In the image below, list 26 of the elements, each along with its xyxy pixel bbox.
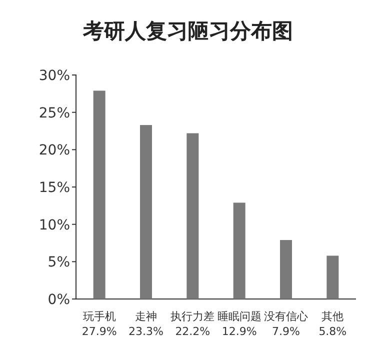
x-tick-label: 睡眠问题 — [217, 310, 262, 323]
bar — [280, 240, 292, 299]
data-label: 7.9% — [272, 325, 300, 338]
bar — [186, 133, 199, 299]
data-label: 27.9% — [82, 325, 117, 338]
x-tick-label: 玩手机 — [82, 310, 116, 323]
bar — [140, 125, 152, 299]
y-tick-label: 15% — [38, 180, 70, 196]
data-label: 5.8% — [318, 325, 347, 338]
x-tick-label: 走神 — [135, 310, 157, 323]
bar — [233, 202, 246, 299]
y-tick-label: 0% — [48, 292, 70, 308]
data-label: 12.9% — [222, 325, 257, 338]
bar — [93, 90, 106, 299]
chart-title: 考研人复习陋习分布图 — [82, 19, 293, 43]
y-tick-label: 25% — [38, 105, 70, 122]
x-tick-label: 执行力差 — [170, 310, 215, 323]
y-tick-label: 30% — [38, 68, 70, 84]
y-tick-label: 10% — [38, 217, 70, 234]
y-tick-label: 20% — [38, 142, 70, 159]
x-tick-label: 其他 — [322, 310, 344, 323]
y-tick-label: 5% — [48, 254, 70, 271]
data-label: 22.2% — [175, 325, 210, 338]
data-label: 23.3% — [128, 325, 164, 338]
x-tick-label: 没有信心 — [264, 310, 308, 323]
bar — [326, 256, 339, 299]
